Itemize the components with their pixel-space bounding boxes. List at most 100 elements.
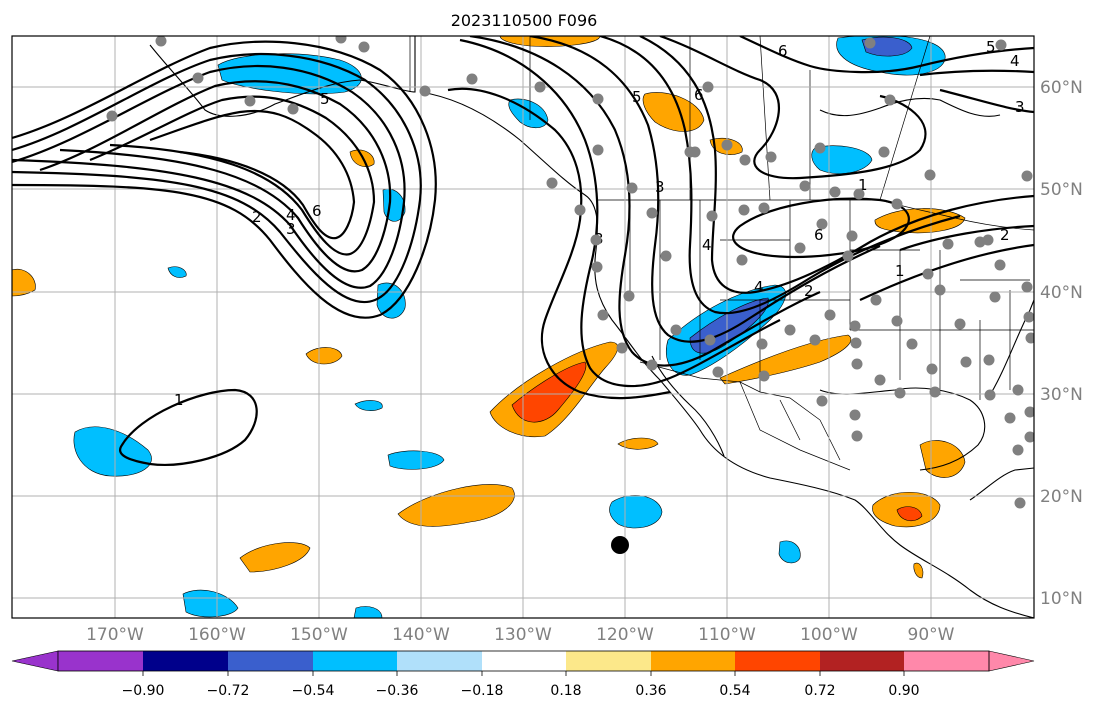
shade-orange-midwest bbox=[874, 208, 966, 234]
contour-east-1 bbox=[899, 224, 1034, 252]
lon-label: 100°W bbox=[800, 625, 858, 645]
station-dot bbox=[534, 81, 546, 93]
black-circle-marker bbox=[611, 536, 629, 554]
station-dot bbox=[995, 39, 1007, 51]
station-dot bbox=[874, 374, 886, 386]
colorbar-bin bbox=[651, 651, 735, 671]
contour-hudson-2 bbox=[739, 36, 1034, 74]
station-dot bbox=[626, 182, 638, 194]
shade-orange-left-edge bbox=[12, 268, 36, 297]
colorbar-tick-label: −0.18 bbox=[461, 683, 504, 699]
station-dot bbox=[1012, 384, 1024, 396]
station-dot bbox=[736, 254, 748, 266]
station-dot bbox=[829, 186, 841, 198]
station-dot bbox=[1004, 412, 1016, 424]
shade-orange-pacific-b bbox=[305, 347, 343, 365]
colorbar-bin bbox=[397, 651, 482, 671]
station-dot bbox=[1024, 406, 1034, 418]
contour-label: 6 bbox=[814, 226, 824, 244]
station-dot bbox=[926, 363, 938, 375]
contour-label: 5 bbox=[320, 90, 330, 108]
station-dot bbox=[954, 318, 966, 330]
colorbar-bin bbox=[904, 651, 989, 671]
station-dot bbox=[853, 188, 865, 200]
colorbar-tick-label: 0.36 bbox=[635, 683, 666, 699]
station-dot bbox=[849, 409, 861, 421]
contour-ridge-5 bbox=[599, 36, 961, 315]
baja-coast bbox=[651, 355, 725, 457]
contour-label: 1 bbox=[858, 176, 868, 194]
shade-blue-pacific-i bbox=[353, 606, 383, 618]
contour-label: 5 bbox=[632, 88, 642, 106]
station-dot bbox=[983, 354, 995, 366]
station-dot bbox=[155, 36, 167, 47]
contour-label: 5 bbox=[986, 38, 996, 56]
station-dot bbox=[574, 204, 586, 216]
contour-label: 3 bbox=[286, 220, 296, 238]
station-dot bbox=[891, 315, 903, 327]
station-dot bbox=[287, 103, 299, 115]
station-dot bbox=[646, 359, 658, 371]
contour-label: 4 bbox=[754, 278, 764, 296]
station-dots bbox=[106, 36, 1034, 509]
station-dot bbox=[849, 320, 861, 332]
shade-orange-canada bbox=[642, 92, 705, 132]
latitude-labels: 60°N 50°N 40°N 30°N 20°N 10°N bbox=[1040, 78, 1083, 609]
station-dot bbox=[1021, 170, 1033, 182]
station-dot bbox=[891, 198, 903, 210]
station-dot bbox=[878, 146, 890, 158]
shade-red-guatemala bbox=[896, 506, 923, 522]
colorbar-bin bbox=[482, 651, 566, 671]
station-dot bbox=[884, 94, 896, 106]
station-dot bbox=[706, 210, 718, 222]
station-dot bbox=[623, 290, 635, 302]
contour-east-3 bbox=[939, 88, 1034, 114]
lon-label: 120°W bbox=[596, 625, 654, 645]
station-dot bbox=[660, 250, 672, 262]
station-dot bbox=[809, 334, 821, 346]
height-contours bbox=[12, 36, 1034, 466]
station-dot bbox=[816, 395, 828, 407]
colorbar-tick-label: 0.18 bbox=[550, 683, 581, 699]
station-dot bbox=[851, 358, 863, 370]
alaska-coast bbox=[149, 36, 416, 117]
shade-blue-pacific-c bbox=[387, 450, 445, 470]
station-dot bbox=[590, 234, 602, 246]
station-dot bbox=[929, 386, 941, 398]
station-dot bbox=[704, 334, 716, 346]
station-dot bbox=[906, 338, 918, 350]
station-dot bbox=[934, 284, 946, 296]
station-dot bbox=[994, 259, 1006, 271]
contour-closed-low bbox=[732, 197, 910, 258]
station-dot bbox=[591, 261, 603, 273]
station-dot bbox=[670, 324, 682, 336]
us-mexico-border bbox=[639, 361, 821, 421]
mexico-states bbox=[739, 381, 851, 471]
shade-orange-pacific-d bbox=[617, 437, 659, 450]
hudson-coast bbox=[819, 97, 1001, 117]
colorbar-tick-label: −0.36 bbox=[376, 683, 419, 699]
lat-label: 20°N bbox=[1040, 487, 1083, 507]
map-panel: 5 6 6 5 4 3 2 1 3 6 4 2 1 2 3 4 5 6 3 4 bbox=[11, 35, 1035, 619]
contour-ridge-3 bbox=[469, 36, 821, 367]
contour-label: 2 bbox=[252, 208, 262, 226]
station-dot bbox=[816, 218, 828, 230]
shade-blue-bc bbox=[508, 98, 549, 129]
contour-trough-4 bbox=[39, 80, 392, 273]
map-frame bbox=[11, 35, 1035, 619]
longitude-labels: 170°W 160°W 150°W 140°W 130°W 120°W 110°… bbox=[86, 625, 955, 645]
station-dot bbox=[1014, 497, 1026, 509]
shade-blue-pacific-f bbox=[182, 589, 239, 618]
station-dot bbox=[712, 366, 724, 378]
station-dot bbox=[922, 268, 934, 280]
station-dot bbox=[989, 291, 1001, 303]
station-dot bbox=[702, 81, 714, 93]
shade-blue-hawaii-west bbox=[73, 426, 152, 477]
colorbar-bin bbox=[566, 651, 651, 671]
station-dot bbox=[597, 309, 609, 321]
lon-label: 160°W bbox=[188, 625, 246, 645]
colorbar: −0.90 −0.72 −0.54 −0.36 −0.18 0.18 0.36 … bbox=[11, 650, 1035, 699]
contour-label: 6 bbox=[694, 86, 704, 104]
shade-red-eastern-pacific bbox=[511, 361, 587, 423]
station-dot bbox=[982, 234, 994, 246]
